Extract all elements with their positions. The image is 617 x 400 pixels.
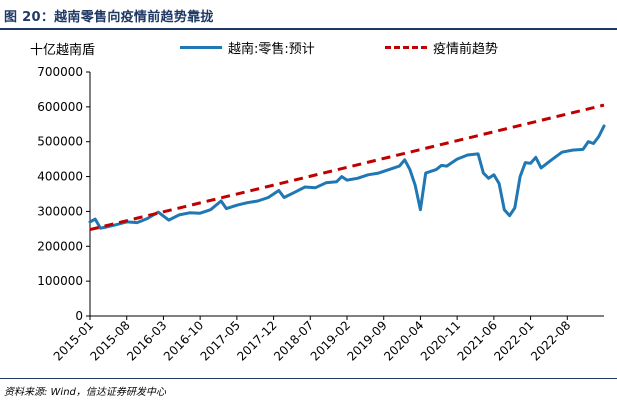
legend-item-pre-pandemic-trend: 疫情前趋势	[385, 38, 498, 57]
series-line-retail-forecast	[88, 124, 606, 230]
y-tick-label: 300000	[37, 204, 83, 218]
y-tick-label: 100000	[37, 274, 83, 288]
chart-plot: 0 100000 200000 300000 400000 500000 600000 700…	[37, 65, 606, 364]
legend-swatch-solid-blue	[180, 46, 222, 49]
y-tick-label: 600000	[37, 100, 83, 114]
y-tick-label: 0	[75, 309, 83, 323]
legend-label-retail-forecast: 越南:零售:预计	[228, 42, 315, 57]
source-divider	[0, 378, 617, 379]
source-note: 资料来源: Wind，信达证券研发中心	[4, 387, 166, 398]
y-tick-label: 200000	[37, 239, 83, 253]
figure-title: 图 20：越南零售向疫情前趋势靠拢	[4, 10, 214, 25]
chart-axes: 0 100000 200000 300000 400000 500000 600000 700…	[37, 65, 604, 364]
chart-series-layer	[88, 103, 606, 232]
series-line-pre-pandemic-trend	[89, 103, 605, 232]
legend-swatch-dashed-red	[385, 46, 427, 49]
legend-label-pre-pandemic-trend: 疫情前趋势	[433, 42, 499, 57]
title-divider	[0, 28, 617, 30]
y-axis-unit-label: 十亿越南盾	[30, 43, 96, 58]
legend-item-retail-forecast: 越南:零售:预计	[180, 38, 315, 57]
x-tick-label: 2022-08	[528, 318, 573, 363]
y-tick-label: 500000	[37, 135, 83, 149]
y-tick-label: 700000	[37, 65, 83, 79]
y-tick-label: 400000	[37, 170, 83, 184]
